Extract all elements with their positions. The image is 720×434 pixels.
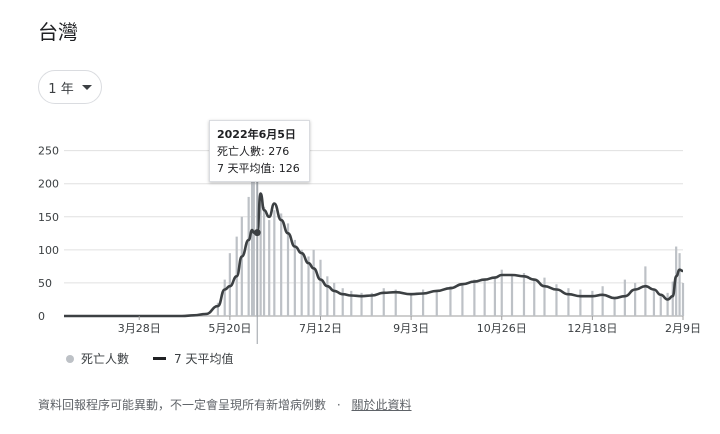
- chart-axes: 0 50 100 150 200 250 3月28日 5月20日 7月12日 9月3日 10月26日…: [38, 145, 701, 335]
- y-tick-label: 200: [38, 178, 59, 191]
- bar-mark: [644, 266, 647, 316]
- bar-legend-dot-icon: [66, 354, 74, 363]
- footer-note: 資料回報程序可能異動，不一定會呈現所有新增病例數: [38, 398, 327, 412]
- y-tick-label: 0: [38, 310, 45, 323]
- x-tick-label: 7月12日: [299, 322, 342, 335]
- bar-mark: [671, 281, 674, 316]
- bar-mark: [247, 196, 250, 316]
- bar-mark: [333, 282, 336, 316]
- bar-mark: [493, 276, 497, 316]
- bar-mark: [510, 274, 514, 316]
- bar-mark: [473, 279, 476, 316]
- bar-mark: [613, 297, 616, 316]
- footer: 資料回報程序可能異動，不一定會呈現所有新增病例數 · 關於此資料: [38, 396, 412, 413]
- chart-tooltip: 2022年6月5日 死亡人數: 276 7 天平均值: 126: [209, 120, 310, 182]
- chart-gridlines: [64, 150, 683, 317]
- legend-bars-label: 死亡人數: [81, 352, 130, 366]
- bar-mark: [449, 286, 452, 316]
- y-tick-label: 150: [38, 211, 59, 224]
- bar-mark: [601, 286, 604, 316]
- bar-mark: [319, 259, 322, 316]
- bar-mark: [681, 282, 685, 316]
- line-legend-key-icon: [153, 357, 167, 360]
- x-tick-label: 12月18日: [567, 322, 617, 335]
- caret-down-icon: [81, 84, 92, 90]
- bar-mark: [370, 292, 373, 316]
- bar-mark: [268, 220, 271, 316]
- bar-mark: [382, 288, 385, 316]
- bar-mark: [223, 279, 226, 316]
- bar-mark: [567, 288, 570, 316]
- bar-mark: [666, 292, 669, 316]
- bar-mark: [421, 289, 425, 316]
- bar-mark: [326, 276, 329, 316]
- chart-line: [63, 192, 684, 318]
- legend-line-label: 7 天平均值: [174, 352, 234, 366]
- bar-mark: [252, 157, 255, 316]
- bar-mark: [341, 288, 344, 316]
- bar-mark: [286, 223, 290, 316]
- bar-mark: [240, 216, 243, 316]
- footer-separator: ·: [336, 398, 341, 412]
- bar-mark: [228, 253, 231, 316]
- bar-mark: [410, 292, 413, 316]
- y-tick-label: 250: [38, 145, 59, 158]
- bar-mark: [394, 289, 397, 316]
- page-title: 台灣: [38, 20, 78, 44]
- x-tick-label: 10月26日: [477, 322, 527, 335]
- bar-mark: [543, 277, 546, 316]
- bar-mark: [533, 279, 536, 316]
- bar-mark: [522, 273, 526, 316]
- bar-mark: [293, 239, 296, 316]
- bar-mark: [678, 253, 681, 316]
- bar-mark: [273, 210, 276, 316]
- bar-mark: [579, 289, 582, 316]
- bar-mark: [623, 279, 626, 316]
- x-tick-label: 9月3日: [393, 322, 429, 335]
- bar-mark: [300, 249, 303, 316]
- bar-mark: [262, 206, 266, 316]
- x-tick-label: 3月28日: [118, 322, 161, 335]
- x-tick-label: 2月9日: [665, 322, 701, 335]
- bar-mark: [652, 289, 656, 316]
- bar-mark: [555, 284, 558, 316]
- bar-mark: [659, 296, 662, 316]
- bar-mark: [280, 213, 283, 316]
- bar-mark: [216, 302, 219, 316]
- tooltip-date: 2022年6月5日: [217, 128, 296, 141]
- bar-mark: [591, 290, 594, 316]
- about-data-link[interactable]: 關於此資料: [351, 398, 412, 412]
- bar-mark: [350, 290, 353, 316]
- tooltip-average: 7 天平均值: 126: [217, 162, 300, 175]
- bar-mark: [461, 282, 464, 316]
- bar-mark: [360, 292, 363, 316]
- y-tick-label: 50: [38, 277, 52, 290]
- x-tick-label: 5月20日: [208, 322, 251, 335]
- bar-mark: [307, 256, 310, 316]
- tooltip-deaths: 死亡人數: 276: [217, 145, 290, 158]
- time-range-label: 1 年: [48, 81, 74, 97]
- bar-mark: [435, 290, 438, 316]
- hover-point: [253, 229, 261, 237]
- bar-mark: [500, 269, 503, 316]
- average-line: [63, 192, 684, 318]
- time-range-dropdown[interactable]: 1 年: [38, 70, 102, 104]
- y-tick-label: 100: [38, 244, 59, 257]
- bar-mark: [634, 282, 637, 316]
- bar-mark: [250, 173, 254, 316]
- bar-mark: [483, 279, 486, 316]
- chart-legend: 死亡人數 7 天平均值: [66, 350, 233, 367]
- bar-mark: [259, 200, 262, 316]
- bar-mark: [312, 249, 315, 316]
